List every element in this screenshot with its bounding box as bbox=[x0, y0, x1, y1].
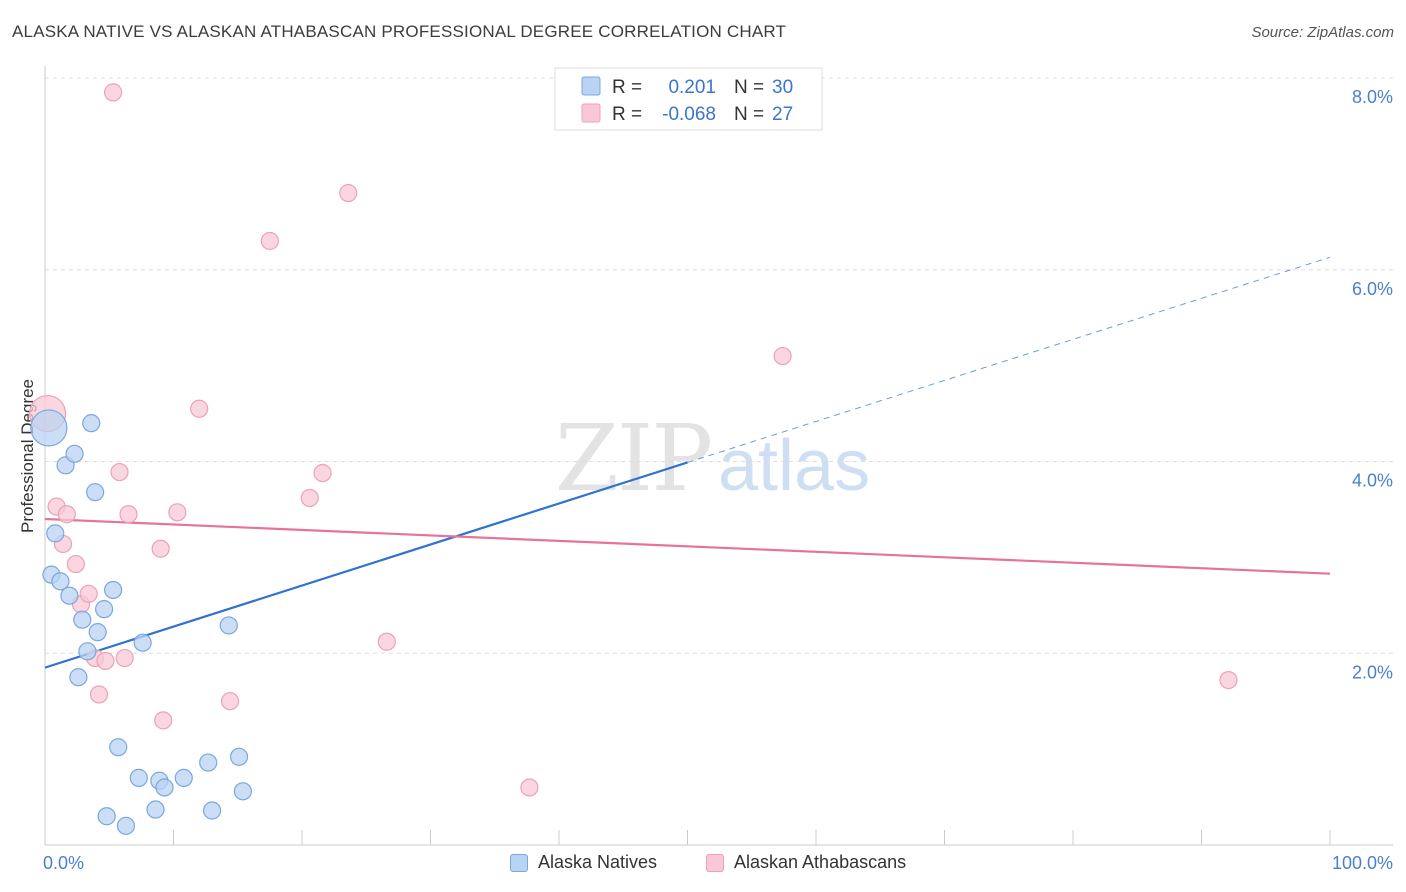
point-alaska-natives bbox=[97, 807, 116, 826]
point-alaska-natives bbox=[88, 623, 107, 642]
legend-item-alaskan-athabascans: Alaskan Athabascans bbox=[706, 852, 906, 873]
point-alaska-natives bbox=[109, 738, 128, 757]
point-alaskan-athabascans bbox=[154, 711, 173, 730]
point-alaskan-athabascans bbox=[260, 231, 279, 251]
y-tick-label: 4.0% bbox=[1352, 471, 1393, 491]
legend-n-label-pink: N = bbox=[734, 104, 764, 125]
point-alaskan-athabascans bbox=[96, 651, 115, 671]
point-alaskan-athabascans bbox=[220, 692, 240, 711]
point-alaska-natives bbox=[199, 753, 218, 772]
chart-title: ALASKA NATIVE VS ALASKAN ATHABASCAN PROF… bbox=[12, 22, 787, 41]
legend-n-value-pink: 27 bbox=[772, 104, 793, 125]
trend-line-alaska-natives-extension bbox=[687, 256, 1331, 463]
point-alaska-natives bbox=[60, 586, 79, 605]
point-alaskan-athabascans bbox=[339, 183, 358, 203]
point-alaska-natives bbox=[73, 610, 92, 629]
source-credit: Source: ZipAtlas.com bbox=[1251, 24, 1394, 41]
data-points bbox=[28, 83, 1238, 835]
point-alaskan-athabascans bbox=[520, 778, 539, 797]
point-alaskan-athabascans bbox=[151, 539, 170, 558]
point-alaska-natives bbox=[219, 616, 238, 635]
trend-lines bbox=[44, 256, 1331, 669]
legend-swatch-alaskan-athabascans bbox=[706, 853, 724, 872]
point-alaskan-athabascans bbox=[1219, 670, 1238, 690]
point-alaska-natives bbox=[51, 572, 70, 591]
point-alaska-natives bbox=[69, 668, 88, 687]
point-alaskan-athabascans bbox=[104, 83, 123, 102]
legend-item-alaska-natives: Alaska Natives bbox=[510, 852, 657, 873]
legend-n-value-blue: 30 bbox=[772, 77, 793, 98]
point-alaskan-athabascans bbox=[168, 503, 187, 522]
point-alaskan-athabascans bbox=[773, 346, 792, 366]
watermark-atlas: atlas bbox=[718, 426, 870, 506]
tick-labels: 2.0% 4.0% 6.0% 8.0% 0.0% 100.0% bbox=[43, 87, 1393, 873]
trend-line-alaska-natives bbox=[44, 461, 688, 669]
point-alaskan-athabascans bbox=[115, 648, 134, 668]
x-tick-label: 100.0% bbox=[1332, 853, 1393, 873]
point-alaskan-athabascans bbox=[300, 488, 319, 508]
point-alaska-natives bbox=[65, 444, 84, 463]
point-alaska-natives bbox=[46, 524, 65, 543]
point-alaska-natives bbox=[30, 409, 68, 447]
axes bbox=[44, 66, 1393, 846]
y-tick-label: 6.0% bbox=[1352, 279, 1393, 299]
legend-swatch-alaska-natives bbox=[510, 853, 528, 872]
point-alaska-natives bbox=[86, 483, 105, 502]
point-alaskan-athabascans bbox=[377, 632, 396, 651]
point-alaska-natives bbox=[174, 768, 193, 787]
legend-n-label-blue: N = bbox=[734, 77, 764, 98]
legend-swatch-pink bbox=[581, 103, 601, 123]
point-alaskan-athabascans bbox=[190, 399, 209, 418]
point-alaskan-athabascans bbox=[79, 584, 98, 603]
point-alaska-natives bbox=[104, 580, 123, 600]
point-alaska-natives bbox=[116, 816, 136, 835]
point-alaska-natives bbox=[95, 600, 114, 619]
trend-line-alaskan-athabascans bbox=[44, 517, 1331, 575]
legend-swatch-blue bbox=[581, 76, 601, 96]
legend-label-alaska-natives: Alaska Natives bbox=[538, 852, 658, 872]
point-alaska-natives bbox=[129, 768, 148, 787]
legend-r-label-blue: R = bbox=[612, 77, 642, 98]
point-alaska-natives bbox=[202, 801, 222, 820]
x-tick-label: 0.0% bbox=[43, 853, 84, 873]
point-alaska-natives bbox=[82, 414, 101, 433]
point-alaskan-athabascans bbox=[110, 462, 129, 482]
point-alaska-natives bbox=[229, 747, 249, 766]
watermark-zip: ZIP bbox=[555, 405, 711, 512]
point-alaskan-athabascans bbox=[66, 554, 85, 574]
point-alaskan-athabascans bbox=[313, 463, 332, 483]
point-alaska-natives bbox=[155, 778, 174, 797]
point-alaskan-athabascans bbox=[57, 505, 76, 524]
point-alaska-natives bbox=[233, 782, 252, 801]
legend-r-label-pink: R = bbox=[612, 104, 642, 125]
legend-r-value-blue: 0.201 bbox=[668, 77, 716, 98]
point-alaskan-athabascans bbox=[89, 685, 109, 704]
correlation-legend: R = 0.201 N = 30 R = -0.068 N = 27 bbox=[554, 67, 823, 131]
series-legend: Alaska Natives Alaskan Athabascans bbox=[0, 852, 1406, 878]
y-tick-label: 8.0% bbox=[1352, 87, 1393, 107]
point-alaska-natives bbox=[78, 642, 97, 661]
point-alaska-natives bbox=[146, 800, 165, 819]
legend-r-value-pink: -0.068 bbox=[662, 104, 716, 125]
y-tick-label: 2.0% bbox=[1352, 662, 1393, 682]
point-alaskan-athabascans bbox=[119, 505, 138, 524]
legend-label-alaskan-athabascans: Alaskan Athabascans bbox=[734, 852, 907, 872]
point-alaska-natives bbox=[133, 633, 152, 652]
